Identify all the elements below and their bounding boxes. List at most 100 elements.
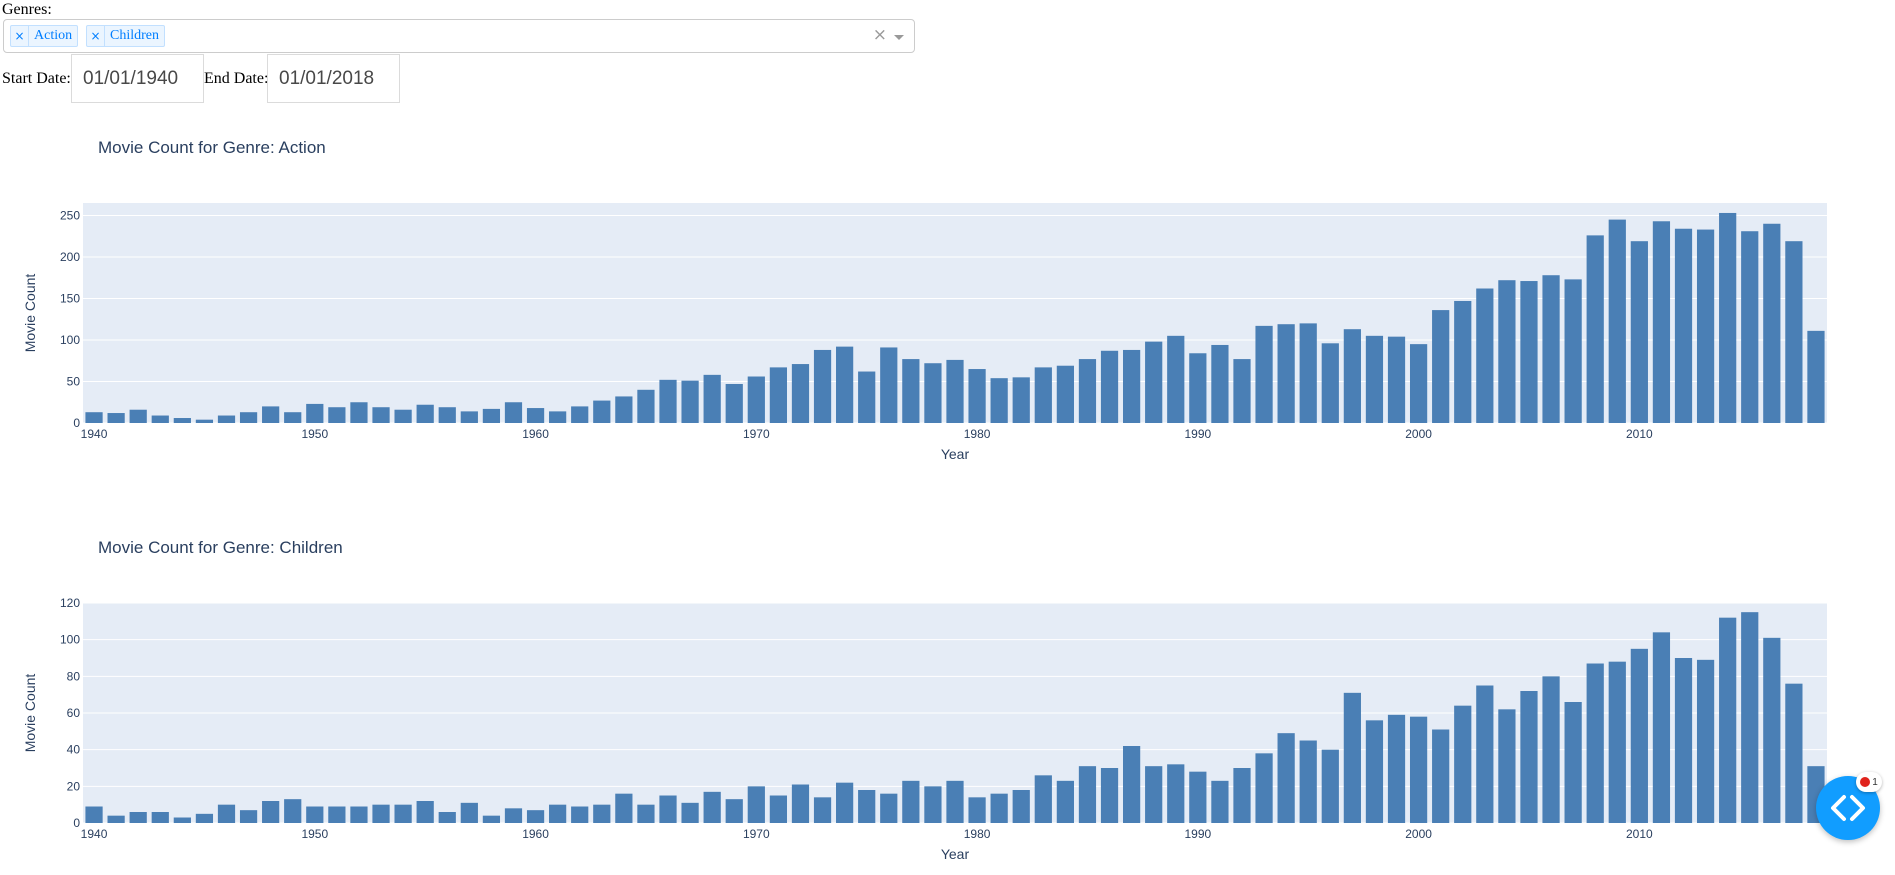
bar-1958[interactable] bbox=[482, 408, 501, 423]
bar-1964[interactable] bbox=[615, 793, 633, 823]
bar-1943[interactable] bbox=[151, 812, 169, 823]
bar-1959[interactable] bbox=[504, 402, 523, 423]
bar-1999[interactable] bbox=[1387, 714, 1406, 823]
bar-1950[interactable] bbox=[306, 806, 324, 824]
bar-2002[interactable] bbox=[1454, 300, 1472, 423]
bar-1950[interactable] bbox=[306, 403, 324, 423]
bar-2016[interactable] bbox=[1763, 223, 1781, 423]
bar-1949[interactable] bbox=[284, 412, 302, 423]
bar-1965[interactable] bbox=[637, 804, 655, 823]
bar-1977[interactable] bbox=[902, 359, 920, 423]
bar-2007[interactable] bbox=[1564, 702, 1582, 823]
bar-1951[interactable] bbox=[328, 806, 346, 824]
bar-1974[interactable] bbox=[836, 782, 854, 823]
bar-2018[interactable] bbox=[1807, 330, 1825, 423]
bar-1947[interactable] bbox=[239, 412, 258, 423]
bar-1942[interactable] bbox=[129, 812, 147, 823]
bar-1954[interactable] bbox=[394, 804, 412, 823]
bar-2013[interactable] bbox=[1696, 659, 1715, 823]
bar-1959[interactable] bbox=[504, 808, 523, 823]
bar-1981[interactable] bbox=[990, 378, 1008, 423]
bar-1945[interactable] bbox=[195, 813, 214, 823]
bar-1969[interactable] bbox=[725, 799, 743, 823]
bar-1952[interactable] bbox=[350, 806, 368, 824]
bar-1991[interactable] bbox=[1211, 344, 1229, 423]
bar-2006[interactable] bbox=[1542, 676, 1560, 823]
bar-1978[interactable] bbox=[924, 786, 942, 823]
bar-2004[interactable] bbox=[1498, 709, 1516, 823]
bar-2008[interactable] bbox=[1586, 235, 1604, 423]
bar-1999[interactable] bbox=[1387, 336, 1406, 423]
bar-2004[interactable] bbox=[1498, 280, 1516, 423]
bar-1969[interactable] bbox=[725, 383, 743, 423]
bar-1984[interactable] bbox=[1056, 780, 1074, 823]
bar-2011[interactable] bbox=[1652, 221, 1671, 423]
bar-1956[interactable] bbox=[438, 812, 456, 823]
bar-1970[interactable] bbox=[747, 786, 765, 823]
bar-1953[interactable] bbox=[372, 407, 390, 423]
bar-2017[interactable] bbox=[1785, 241, 1803, 423]
bar-1949[interactable] bbox=[284, 799, 302, 823]
bar-1975[interactable] bbox=[858, 371, 876, 423]
bar-2010[interactable] bbox=[1630, 241, 1648, 423]
bar-1986[interactable] bbox=[1100, 350, 1119, 423]
bar-1957[interactable] bbox=[460, 802, 478, 823]
bar-1980[interactable] bbox=[968, 797, 986, 823]
bar-1943[interactable] bbox=[151, 415, 169, 423]
bar-1990[interactable] bbox=[1189, 353, 1207, 423]
bar-2012[interactable] bbox=[1674, 228, 1693, 423]
bar-1971[interactable] bbox=[769, 795, 788, 824]
bar-2003[interactable] bbox=[1476, 685, 1494, 824]
error-count-badge[interactable]: 1 bbox=[1856, 772, 1882, 792]
bar-1985[interactable] bbox=[1078, 359, 1097, 423]
bar-1944[interactable] bbox=[173, 418, 191, 423]
bar-2001[interactable] bbox=[1432, 729, 1450, 824]
bar-1996[interactable] bbox=[1321, 749, 1339, 823]
bar-1993[interactable] bbox=[1255, 753, 1273, 823]
bar-1992[interactable] bbox=[1233, 359, 1251, 423]
bar-2009[interactable] bbox=[1608, 661, 1626, 823]
bar-1983[interactable] bbox=[1034, 775, 1052, 823]
bar-1976[interactable] bbox=[880, 793, 898, 823]
bar-1961[interactable] bbox=[549, 411, 567, 423]
bar-1964[interactable] bbox=[615, 396, 633, 423]
bar-1987[interactable] bbox=[1122, 349, 1141, 423]
bar-1951[interactable] bbox=[328, 407, 346, 423]
bar-1987[interactable] bbox=[1122, 746, 1141, 823]
bar-1944[interactable] bbox=[173, 817, 191, 824]
bar-1974[interactable] bbox=[836, 346, 854, 423]
bar-1994[interactable] bbox=[1277, 324, 1295, 423]
start-date-input[interactable]: 01/01/1940 bbox=[71, 54, 204, 103]
bar-1973[interactable] bbox=[813, 349, 832, 423]
bar-1997[interactable] bbox=[1343, 329, 1361, 423]
bar-1988[interactable] bbox=[1145, 766, 1163, 823]
genres-dropdown[interactable]: × Action × Children × bbox=[3, 19, 915, 53]
bar-1986[interactable] bbox=[1100, 768, 1119, 823]
bar-1975[interactable] bbox=[858, 790, 876, 823]
end-date-input[interactable]: 01/01/2018 bbox=[267, 54, 400, 103]
bar-1983[interactable] bbox=[1034, 367, 1052, 423]
bar-1953[interactable] bbox=[372, 804, 390, 823]
bar-1946[interactable] bbox=[217, 804, 236, 823]
bar-1971[interactable] bbox=[769, 367, 788, 423]
bar-1988[interactable] bbox=[1145, 341, 1163, 423]
bar-1998[interactable] bbox=[1365, 720, 1384, 823]
bar-1995[interactable] bbox=[1299, 740, 1317, 824]
bar-2007[interactable] bbox=[1564, 279, 1582, 423]
bar-2001[interactable] bbox=[1432, 310, 1450, 423]
bar-1980[interactable] bbox=[968, 369, 986, 423]
bar-1989[interactable] bbox=[1167, 335, 1185, 423]
bar-1966[interactable] bbox=[659, 795, 677, 824]
bar-1967[interactable] bbox=[681, 380, 699, 423]
bar-1940[interactable] bbox=[85, 412, 103, 423]
bar-1977[interactable] bbox=[902, 780, 920, 823]
bar-1961[interactable] bbox=[549, 804, 567, 823]
bar-1995[interactable] bbox=[1299, 323, 1317, 423]
bar-2015[interactable] bbox=[1741, 231, 1759, 423]
bar-2005[interactable] bbox=[1520, 281, 1538, 423]
bar-1994[interactable] bbox=[1277, 733, 1295, 823]
bar-1960[interactable] bbox=[526, 810, 545, 823]
bar-1979[interactable] bbox=[946, 780, 964, 823]
bar-2012[interactable] bbox=[1674, 658, 1693, 823]
bar-2006[interactable] bbox=[1542, 275, 1560, 423]
